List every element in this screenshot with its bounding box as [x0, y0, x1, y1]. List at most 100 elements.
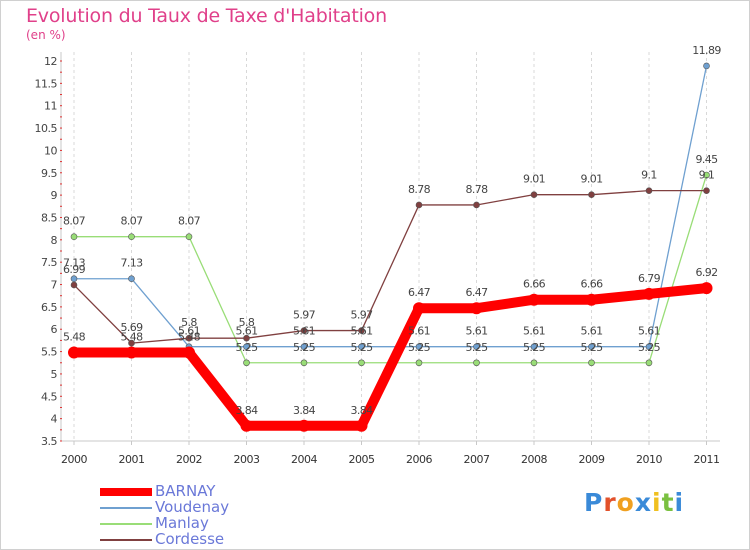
data-label: 6.47: [465, 286, 488, 299]
data-point: [703, 187, 710, 194]
data-point: [703, 171, 710, 179]
data-point: [415, 343, 423, 350]
x-tick-label: 2004: [291, 453, 317, 466]
data-label: 5.61: [638, 325, 660, 338]
data-point: [530, 343, 538, 350]
brand-letter: t: [661, 488, 675, 517]
data-label: 3.84: [293, 404, 316, 417]
data-point: [358, 327, 365, 334]
y-tick-label: 10.5: [35, 122, 58, 135]
data-label: 5.25: [350, 341, 373, 354]
chart-title: Evolution du Taux de Taxe d'Habitation: [26, 5, 387, 27]
y-tick-label: 7: [51, 279, 58, 292]
data-label: 5.61: [178, 325, 200, 338]
data-point: [703, 62, 710, 70]
data-label: 9.1: [699, 169, 715, 182]
legend-label: Manlay: [155, 514, 209, 532]
y-tick-label: 4.5: [41, 390, 57, 403]
series-line-voudenay: [74, 65, 708, 348]
data-point: [185, 233, 193, 240]
data-point: [585, 293, 598, 306]
data-label: 5.69: [120, 321, 143, 334]
data-point: [415, 201, 423, 209]
brand-letter: i: [652, 488, 662, 517]
data-label: 9.45: [695, 153, 718, 166]
y-tick-label: 7.5: [41, 256, 57, 269]
data-point: [70, 275, 78, 283]
data-label: 8.78: [465, 183, 488, 196]
brand-letter: P: [584, 488, 604, 517]
legend-swatch: [100, 539, 152, 541]
data-point: [473, 201, 480, 209]
data-point: [473, 359, 480, 367]
brand-letter: x: [634, 488, 652, 517]
data-point: [243, 334, 250, 342]
data-point: [528, 293, 540, 306]
legend-label: Cordesse: [155, 530, 225, 548]
x-tick-label: 2009: [579, 453, 605, 466]
x-tick-label: 2002: [176, 453, 202, 466]
data-label: 6.79: [638, 272, 661, 285]
data-label: 5.25: [465, 341, 488, 354]
data-point: [300, 343, 308, 350]
data-label: 5.25: [293, 341, 316, 354]
y-tick-label: 8.5: [41, 211, 57, 224]
y-tick-label: 12: [44, 55, 57, 68]
data-point: [243, 343, 250, 350]
y-tick-label: 8: [51, 234, 58, 247]
data-point: [128, 339, 135, 347]
series-line-barnay: [74, 283, 708, 431]
y-tick-label: 10: [44, 144, 57, 157]
data-label: 5.61: [580, 325, 602, 338]
data-label: 5.8: [181, 316, 197, 329]
legend-swatch: [100, 507, 152, 509]
data-label: 5.61: [465, 325, 487, 338]
brand-letter: r: [603, 488, 617, 517]
data-point: [413, 302, 425, 315]
data-label: 5.61: [523, 325, 545, 338]
data-label: 8.07: [120, 215, 143, 228]
x-tick-label: 2010: [636, 453, 662, 466]
data-label: 5.25: [408, 341, 431, 354]
y-tick-label: 11.5: [35, 77, 58, 90]
legend-swatch: [100, 523, 152, 525]
data-label: 5.25: [580, 341, 603, 354]
data-point: [68, 346, 80, 359]
y-tick-label: 3.5: [41, 435, 57, 448]
data-label: 9.01: [580, 173, 602, 186]
data-point: [183, 346, 195, 359]
y-tick-label: 6: [51, 323, 58, 336]
data-label: 5.61: [350, 325, 372, 338]
data-point: [185, 334, 193, 342]
data-point: [473, 343, 480, 350]
x-tick-label: 2003: [234, 453, 260, 466]
data-point: [645, 187, 653, 194]
chart-subtitle: (en %): [26, 28, 66, 42]
data-label: 7.13: [120, 257, 143, 270]
data-point: [70, 281, 78, 289]
data-label: 8.07: [178, 215, 201, 228]
data-point: [358, 343, 365, 350]
x-tick-label: 2008: [521, 453, 547, 466]
data-point: [470, 302, 483, 315]
x-tick-label: 2011: [694, 453, 720, 466]
data-point: [643, 287, 655, 300]
data-label: 8.78: [408, 183, 431, 196]
data-point: [415, 359, 423, 367]
data-label: 5.61: [408, 325, 430, 338]
data-label: 5.48: [63, 330, 86, 343]
brand-logo: Proxiti: [584, 488, 684, 517]
data-label: 5.97: [350, 309, 373, 322]
data-label: 3.84: [235, 404, 258, 417]
series-line-cordesse: [73, 189, 707, 344]
y-tick-label: 9: [51, 189, 58, 202]
data-point: [355, 419, 368, 432]
y-tick-label: 11: [44, 100, 57, 113]
brand-letter: i: [674, 488, 685, 517]
data-label: 6.66: [580, 278, 603, 291]
data-label: 5.25: [638, 341, 661, 354]
y-tick-label: 5.5: [41, 346, 57, 359]
x-tick-label: 2001: [119, 453, 145, 466]
data-point: [300, 359, 308, 367]
data-point: [70, 233, 78, 240]
